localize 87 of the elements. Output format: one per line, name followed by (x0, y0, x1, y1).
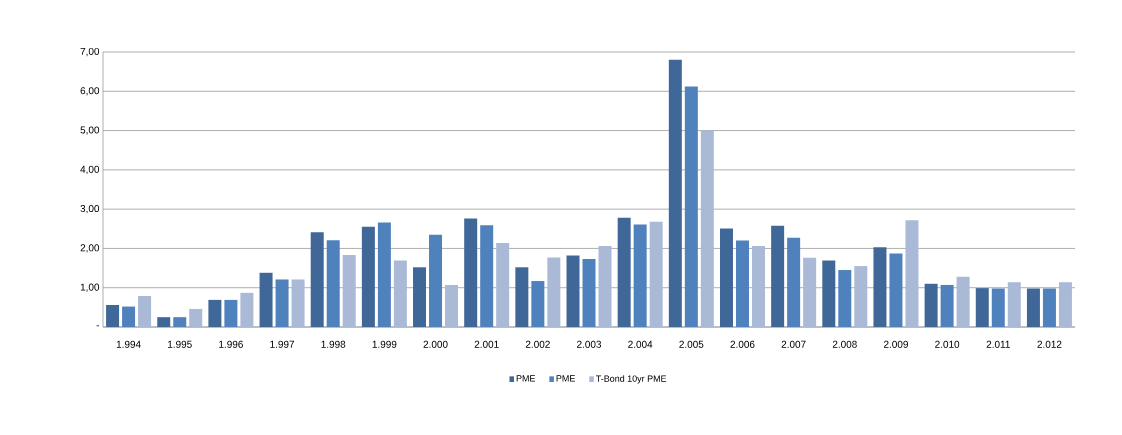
bar (445, 284, 459, 327)
x-tick-label: 2.006 (730, 340, 755, 348)
bar (342, 255, 356, 327)
bar (751, 246, 765, 327)
bar (413, 267, 427, 327)
bar (496, 242, 510, 327)
x-tick-label: 2.012 (1037, 340, 1062, 348)
legend-label: PME (556, 375, 575, 382)
y-tick-label: 2,00 (80, 244, 100, 253)
bar (975, 288, 989, 327)
x-tick-label: 1.994 (116, 340, 141, 348)
y-tick-label: 3,00 (80, 205, 100, 214)
bar (515, 267, 529, 327)
bar (377, 222, 391, 327)
bar (310, 232, 324, 327)
bar (480, 225, 494, 327)
bar (464, 218, 478, 327)
bar (1042, 288, 1056, 327)
x-tick-label: 2.004 (628, 340, 653, 348)
bar (291, 279, 305, 327)
bar (531, 281, 545, 327)
x-tick-label: 2.009 (883, 340, 908, 348)
bar (617, 217, 631, 327)
bar (924, 283, 938, 327)
bar (940, 284, 954, 327)
bar (668, 59, 682, 327)
bar (700, 130, 714, 327)
bar (393, 260, 407, 327)
bar (633, 224, 647, 327)
bar (719, 228, 733, 327)
bar (991, 288, 1005, 327)
x-tick-label: 2.007 (781, 340, 806, 348)
bar (189, 308, 203, 327)
x-tick-label: 1.998 (321, 340, 346, 348)
x-tick-label: 2.001 (474, 340, 499, 348)
bar (106, 305, 120, 327)
x-tick-label: 1.999 (372, 340, 397, 348)
legend-label: PME (516, 375, 536, 382)
bar (905, 220, 919, 327)
bar (838, 270, 852, 327)
x-tick-label: 1.995 (168, 340, 192, 348)
bar (1026, 288, 1040, 327)
bar (582, 259, 596, 327)
bar (566, 255, 580, 327)
bar (649, 221, 663, 327)
bar (429, 234, 443, 327)
x-tick-label: 1.996 (219, 340, 243, 348)
x-tick-label: 2.011 (986, 340, 1010, 348)
bar (803, 257, 817, 327)
bar (275, 279, 289, 327)
x-tick-label: 2.008 (832, 340, 857, 348)
bar (1058, 282, 1072, 327)
y-tick-label: 7,00 (80, 47, 100, 57)
bar (956, 276, 970, 327)
y-tick-label: 6,00 (80, 87, 100, 96)
bar (771, 225, 785, 327)
x-tick-label: 2.010 (935, 340, 960, 348)
bar (326, 240, 340, 327)
y-tick-label: 1,00 (80, 283, 100, 292)
bar (547, 257, 561, 327)
bar (240, 292, 254, 327)
bar (1007, 282, 1021, 327)
bar (873, 247, 887, 327)
bar (598, 246, 612, 327)
bar (208, 299, 222, 327)
bar (735, 240, 749, 327)
bar (138, 295, 152, 327)
x-tick-label: 1.997 (270, 340, 295, 348)
x-tick-label: 2.000 (423, 340, 448, 348)
y-tick-label: 5,00 (80, 126, 100, 135)
bar (787, 237, 801, 327)
y-tick-label: 4,00 (80, 165, 100, 174)
bar (854, 266, 868, 327)
bar (361, 226, 375, 327)
bar (684, 86, 698, 327)
bar (173, 317, 187, 327)
x-tick-label: 2.005 (679, 340, 704, 348)
x-tick-label: 2.002 (525, 340, 550, 348)
legend-label: T-Bond 10yr PME (596, 375, 667, 384)
bar (889, 253, 903, 327)
bar (259, 272, 273, 327)
x-tick-label: 2.003 (577, 340, 602, 348)
bar (822, 260, 836, 327)
bar (157, 317, 171, 327)
bar (224, 299, 238, 327)
y-tick-label: - (96, 325, 100, 327)
bar (122, 306, 136, 327)
